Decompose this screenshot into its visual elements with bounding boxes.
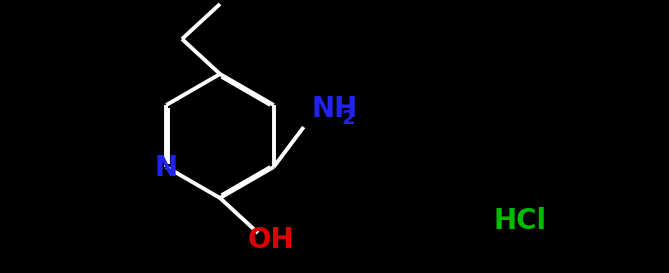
- Text: OH: OH: [248, 226, 294, 254]
- Text: 2: 2: [342, 108, 355, 127]
- Text: HCl: HCl: [494, 207, 547, 235]
- Text: N: N: [155, 154, 178, 182]
- Text: NH: NH: [312, 95, 358, 123]
